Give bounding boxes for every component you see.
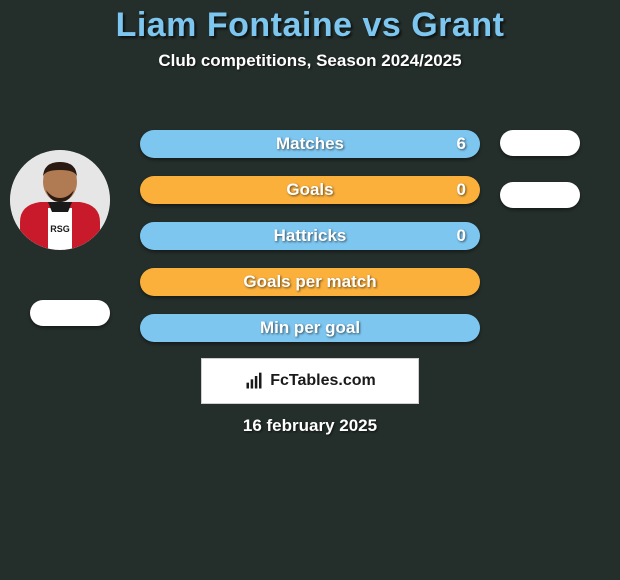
value-badge xyxy=(500,182,580,208)
value-badge xyxy=(500,130,580,156)
bar-value: 0 xyxy=(457,222,466,250)
watermark-label: FcTables.com xyxy=(270,372,376,390)
page-title: Liam Fontaine vs Grant xyxy=(0,6,620,45)
bar-label: Matches xyxy=(140,130,480,158)
bar-label: Goals xyxy=(140,176,480,204)
bar-goals-per-match: Goals per match xyxy=(140,268,480,296)
value-badge xyxy=(30,300,110,326)
bar-hattricks: Hattricks 0 xyxy=(140,222,480,250)
bar-label: Hattricks xyxy=(140,222,480,250)
stats-bars: Matches 6 Goals 0 Hattricks 0 Goals per … xyxy=(140,130,480,360)
bar-matches: Matches 6 xyxy=(140,130,480,158)
date-label: 16 february 2025 xyxy=(0,416,620,436)
page-subtitle: Club competitions, Season 2024/2025 xyxy=(0,51,620,71)
chart-icon xyxy=(244,371,264,391)
player-photo-left: RSG xyxy=(10,150,110,250)
player-avatar-icon: RSG xyxy=(10,150,110,250)
bar-goals: Goals 0 xyxy=(140,176,480,204)
bar-label: Min per goal xyxy=(140,314,480,342)
bar-value: 0 xyxy=(457,176,466,204)
watermark-box: FcTables.com xyxy=(201,358,419,404)
bar-label: Goals per match xyxy=(140,268,480,296)
bar-value: 6 xyxy=(457,130,466,158)
bar-min-per-goal: Min per goal xyxy=(140,314,480,342)
svg-text:RSG: RSG xyxy=(50,224,70,234)
